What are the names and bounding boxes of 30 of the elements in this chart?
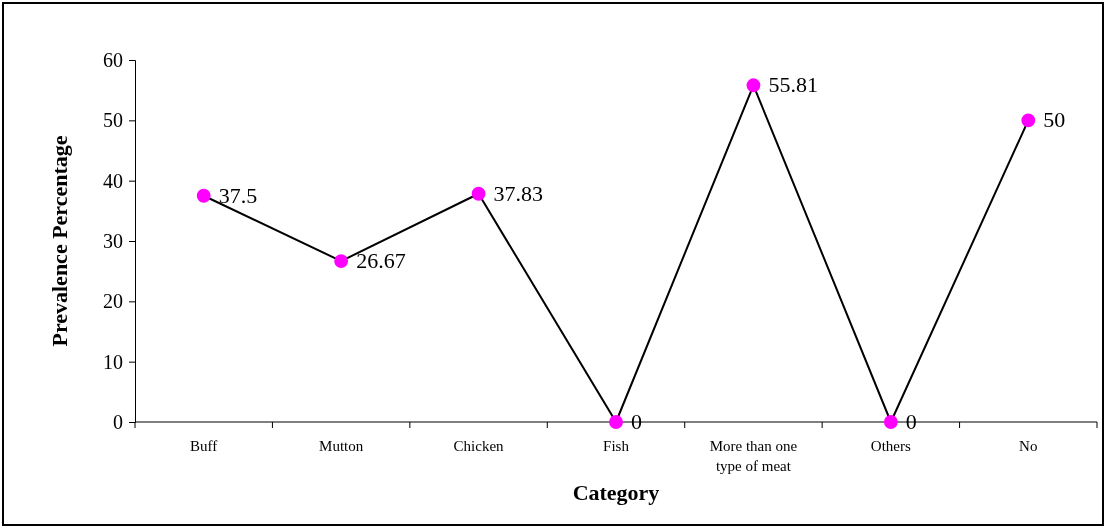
y-tick-label: 50 [103, 109, 123, 132]
data-label: 37.5 [218, 182, 258, 208]
x-tick-label: No [1019, 438, 1038, 454]
x-tick-label: Chicken [453, 438, 505, 454]
point [883, 415, 898, 429]
point [609, 415, 623, 429]
y-tick-label: 60 [103, 48, 123, 71]
x-tick-label: Others [870, 438, 912, 454]
point [1021, 113, 1036, 128]
y-tick-label: 40 [103, 169, 123, 192]
data-label: 50 [1043, 107, 1066, 133]
data-label: 55.81 [768, 72, 818, 98]
point [471, 186, 486, 201]
data-label: 0 [905, 409, 917, 434]
data-label: 37.83 [493, 180, 544, 206]
y-tick-label: 20 [103, 290, 123, 313]
y-axis-title: Prevalence Percentage [47, 135, 72, 347]
data-label: 26.67 [356, 248, 406, 274]
x-tick-label: Buff [190, 438, 218, 454]
x-tick-label: Mutton [319, 438, 364, 454]
y-tick-label: 10 [103, 350, 123, 373]
point [196, 188, 211, 203]
data-label: 0 [631, 409, 642, 434]
y-tick-label: 30 [103, 229, 123, 252]
point [334, 254, 349, 268]
x-tick-label: Fish [603, 438, 630, 454]
y-tick-label: 0 [113, 410, 123, 433]
x-axis-title: Category [572, 480, 660, 505]
point [746, 78, 761, 93]
x-tick-label: More than one type of meat [709, 438, 798, 474]
